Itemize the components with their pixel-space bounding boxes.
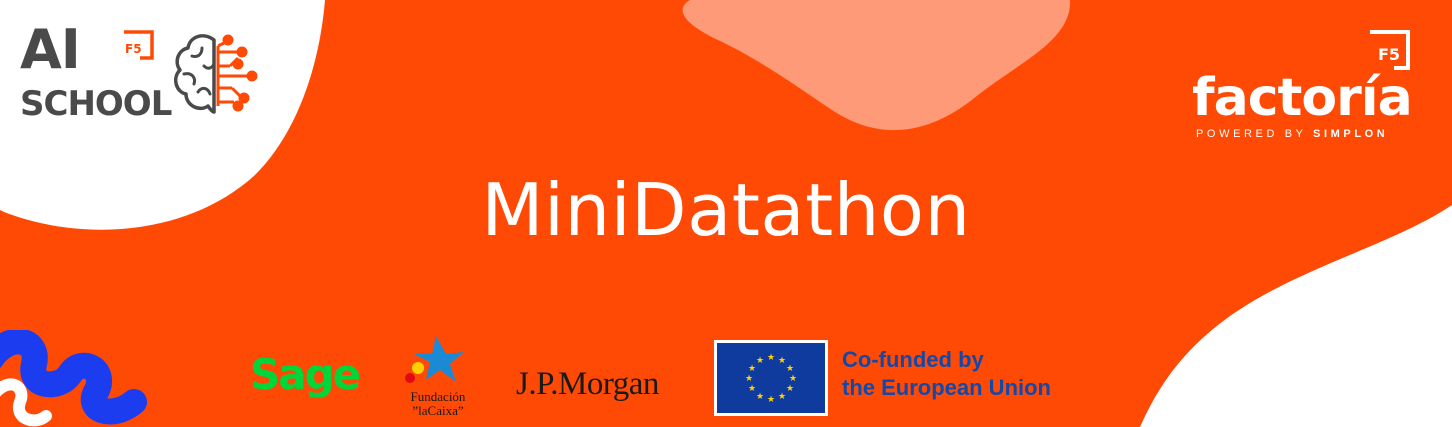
powered-brand: SIMPLON <box>1313 128 1389 140</box>
svg-text:★: ★ <box>767 353 775 363</box>
factoria-wordmark: factoría <box>1192 68 1413 128</box>
eu-flag-icon: ★ ★ ★ ★ ★ ★ ★ ★ ★ ★ ★ ★ <box>714 340 828 416</box>
svg-text:★: ★ <box>786 364 794 374</box>
ai-school-logo: AI SCHOOL F5 <box>20 18 265 132</box>
brain-circuit-icon <box>174 34 258 114</box>
ai-school-line1: AI <box>20 18 81 81</box>
svg-text:★: ★ <box>778 392 786 402</box>
caixa-line2: ”laCaixa” <box>412 403 464 418</box>
caixa-star-icon <box>405 336 464 383</box>
svg-text:★: ★ <box>748 364 756 374</box>
fundacion-la-caixa-logo: Fundación ”laCaixa” <box>396 330 486 425</box>
factoria-f5-logo: F5 factoría POWERED BY SIMPLON <box>1188 26 1418 146</box>
sponsors-row: Sage Fundación ”laCaixa” J.P.Morgan ★ ★ … <box>0 330 1452 427</box>
eu-line2: the European Union <box>842 375 1051 400</box>
page-title: MiniDatathon <box>481 168 971 252</box>
ai-school-line2: SCHOOL <box>20 84 172 124</box>
f5-bracket-icon: F5 <box>124 30 154 60</box>
caixa-line1: Fundación <box>410 389 466 404</box>
svg-text:★: ★ <box>756 392 764 402</box>
eu-line1: Co-funded by <box>842 347 984 372</box>
factoria-powered-by: POWERED BY SIMPLON <box>1196 128 1388 140</box>
blue-squiggle-icon <box>0 330 147 427</box>
powered-prefix: POWERED BY <box>1196 128 1314 140</box>
svg-text:★: ★ <box>786 384 794 394</box>
factoria-badge: F5 <box>1378 45 1400 64</box>
svg-text:★: ★ <box>745 374 753 384</box>
svg-text:★: ★ <box>756 356 764 366</box>
eu-cofunded-text: Co-funded by the European Union <box>842 346 1051 402</box>
ai-school-badge: F5 <box>125 42 142 56</box>
svg-text:★: ★ <box>748 384 756 394</box>
svg-text:★: ★ <box>767 395 775 405</box>
jpmorgan-logo: J.P.Morgan <box>516 366 659 402</box>
f5-bracket-icon: F5 <box>1370 30 1410 70</box>
svg-text:★: ★ <box>789 374 797 384</box>
sage-logo: Sage <box>250 350 361 399</box>
svg-text:★: ★ <box>778 356 786 366</box>
